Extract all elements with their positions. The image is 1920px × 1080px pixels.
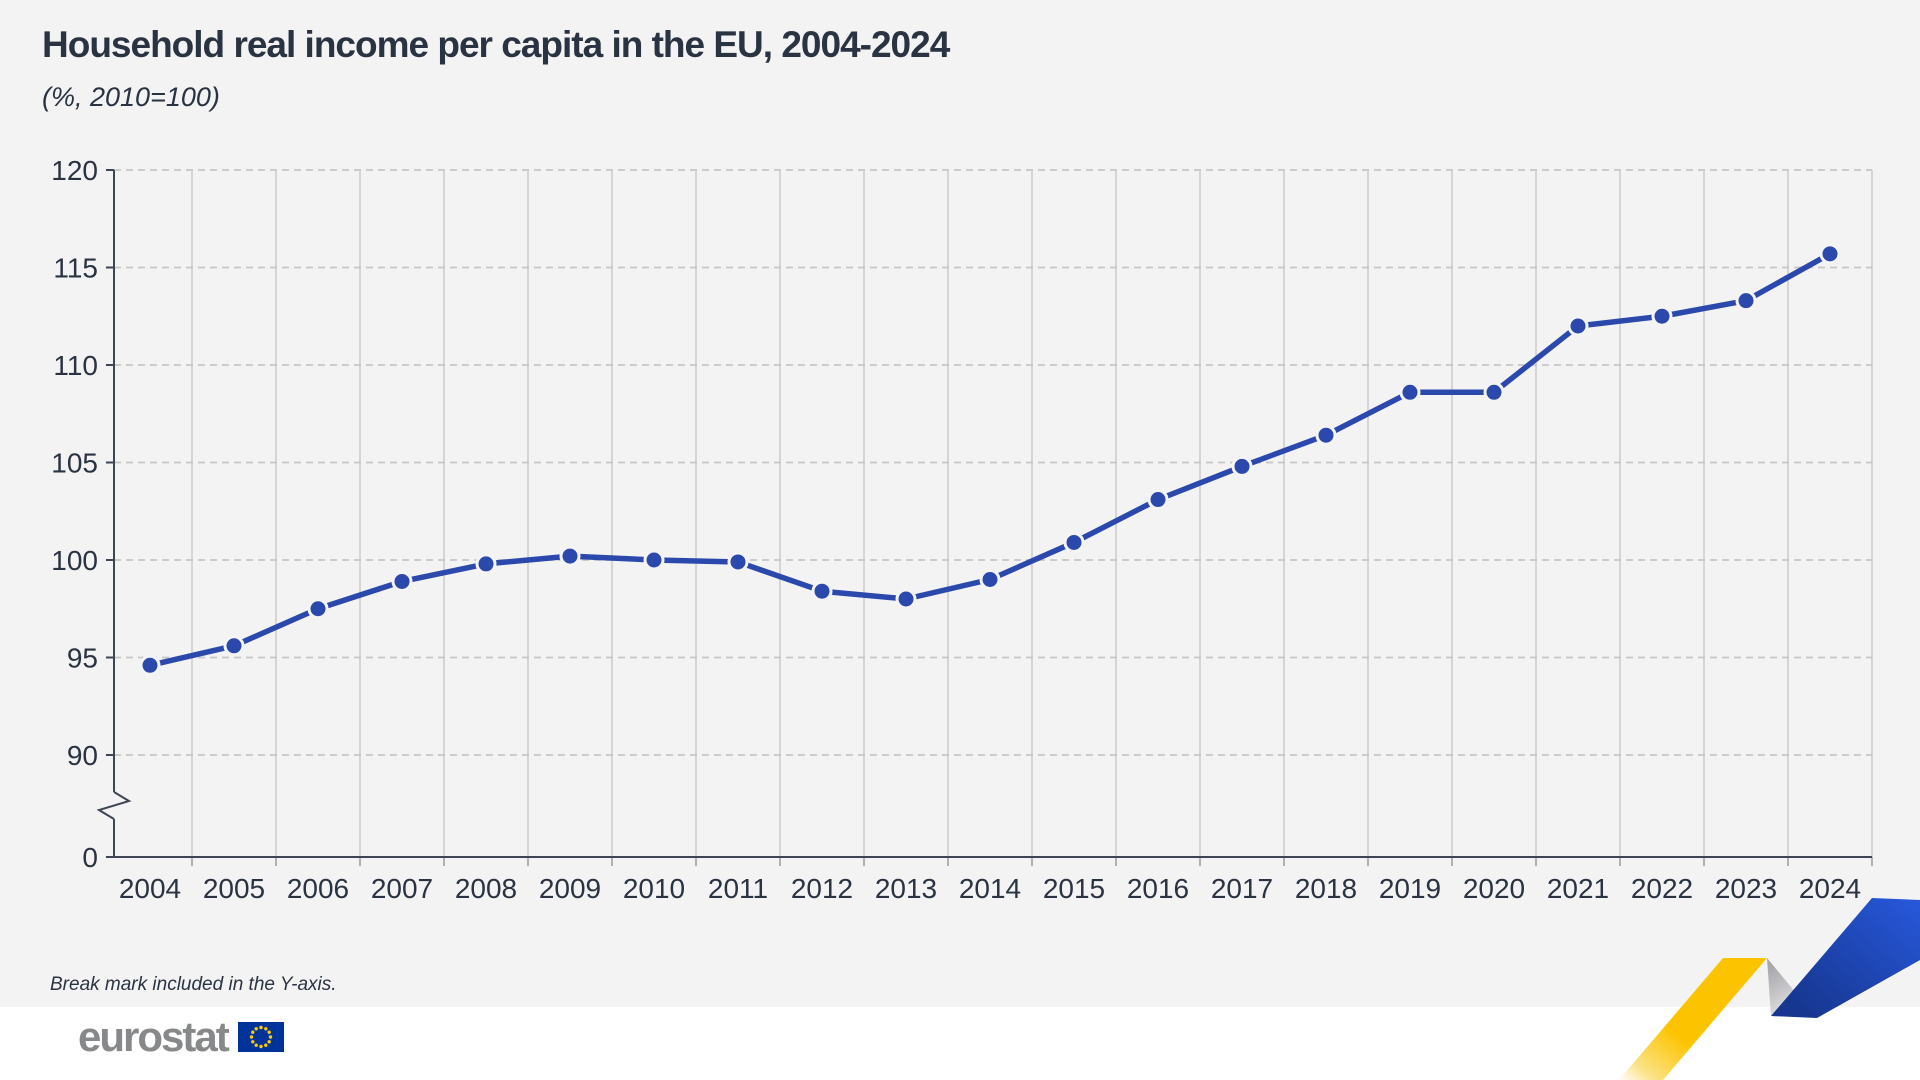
- x-tick-label: 2010: [623, 873, 685, 904]
- eurostat-logo: eurostat: [78, 1016, 284, 1058]
- data-point-2008: [475, 553, 497, 575]
- eurostat-logo-text: eurostat: [78, 1013, 230, 1060]
- data-point-2018: [1315, 424, 1337, 446]
- data-point-2015: [1063, 531, 1085, 553]
- x-tick-label: 2004: [119, 873, 181, 904]
- eu-flag-stars: [249, 1025, 272, 1049]
- data-point-2011: [727, 551, 749, 573]
- decorative-ribbon: [1619, 898, 1920, 1080]
- chart-subtitle: (%, 2010=100): [42, 82, 220, 112]
- x-tick-label: 2021: [1547, 873, 1609, 904]
- x-tick-label: 2020: [1463, 873, 1525, 904]
- x-tick-label: 2024: [1799, 873, 1861, 904]
- y-tick-label: 105: [51, 448, 98, 479]
- data-point-2013: [895, 588, 917, 610]
- data-point-2006: [307, 598, 329, 620]
- data-point-2014: [979, 569, 1001, 590]
- data-point-2019: [1399, 381, 1421, 403]
- ribbon-blue-band: [1771, 898, 1920, 1018]
- data-point-2007: [391, 570, 413, 592]
- x-tick-label: 2018: [1295, 873, 1357, 904]
- y-tick-label: 120: [51, 155, 98, 186]
- data-point-2005: [223, 635, 245, 657]
- data-point-2009: [559, 545, 581, 567]
- data-point-2021: [1567, 315, 1589, 337]
- x-tick-label: 2012: [791, 873, 853, 904]
- chart-background: [0, 0, 1920, 1007]
- x-tick-label: 2017: [1211, 873, 1273, 904]
- footnote: Break mark included in the Y-axis.: [50, 974, 337, 995]
- y-tick-label: 0: [82, 842, 98, 873]
- data-point-2012: [811, 580, 833, 602]
- x-tick-label: 2006: [287, 873, 349, 904]
- x-tick-label: 2015: [1043, 873, 1105, 904]
- data-point-2023: [1735, 290, 1757, 312]
- x-tick-label: 2023: [1715, 873, 1777, 904]
- x-tick-label: 2008: [455, 873, 517, 904]
- y-tick-label: 90: [67, 740, 98, 771]
- data-point-2017: [1231, 455, 1253, 477]
- x-tick-label: 2013: [875, 873, 937, 904]
- data-point-2024: [1819, 243, 1841, 265]
- ribbon-yellow-band: [1619, 958, 1767, 1080]
- data-point-2010: [643, 549, 665, 571]
- data-point-2022: [1651, 305, 1673, 327]
- data-point-2020: [1483, 381, 1505, 403]
- y-tick-label: 95: [67, 643, 98, 674]
- x-tick-label: 2022: [1631, 873, 1693, 904]
- x-tick-label: 2014: [959, 873, 1021, 904]
- data-point-2004: [139, 654, 161, 676]
- eu-flag-icon: [237, 1022, 284, 1052]
- x-tick-label: 2019: [1379, 873, 1441, 904]
- x-tick-label: 2009: [539, 873, 601, 904]
- y-tick-label: 115: [53, 253, 98, 284]
- y-tick-label: 110: [53, 350, 98, 381]
- x-tick-label: 2005: [203, 873, 265, 904]
- y-tick-label: 100: [51, 545, 98, 576]
- x-tick-label: 2007: [371, 873, 433, 904]
- data-point-2016: [1147, 489, 1169, 511]
- x-tick-label: 2016: [1127, 873, 1189, 904]
- chart-title: Household real income per capita in the …: [42, 24, 950, 65]
- axis-break-mark: [96, 791, 132, 820]
- x-tick-label: 2011: [708, 873, 768, 904]
